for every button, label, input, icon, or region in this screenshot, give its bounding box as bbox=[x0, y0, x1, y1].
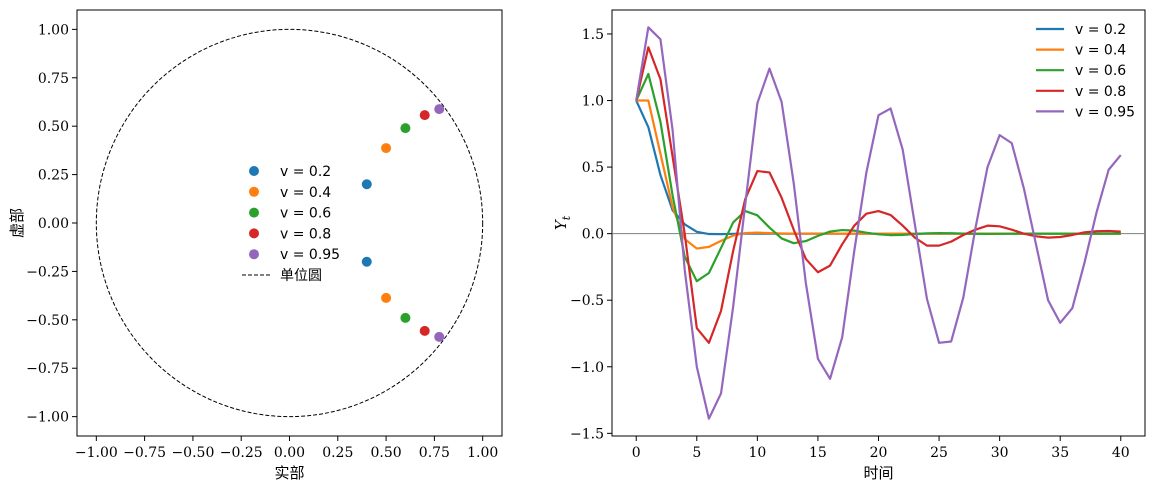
pole-point bbox=[361, 179, 372, 190]
y-tick-label: −0.50 bbox=[26, 313, 69, 329]
pole-plot-x-label: 实部 bbox=[274, 464, 304, 482]
impulse-response-legend: v = 0.2 v = 0.4 v = 0.6 v = 0.8 v = 0.95 bbox=[1036, 22, 1135, 120]
unit-circle-path bbox=[95, 28, 484, 418]
x-tick-label: 0.25 bbox=[322, 445, 353, 461]
y-tick-label: 0.0 bbox=[582, 227, 604, 243]
legend-marker bbox=[249, 228, 259, 239]
series-line bbox=[635, 72, 1121, 283]
legend-label: v = 0.8 bbox=[280, 226, 331, 242]
x-tick-label: 0.75 bbox=[419, 445, 450, 461]
y-tick-label: −1.5 bbox=[570, 426, 604, 442]
x-tick-label: 1.00 bbox=[467, 445, 498, 461]
y-label-subscript: t bbox=[560, 215, 573, 220]
x-tick-label: 10 bbox=[748, 445, 766, 461]
pole-point bbox=[434, 104, 445, 115]
pole-plot-y-label: 虚部 bbox=[8, 208, 26, 238]
x-tick-label: 25 bbox=[930, 445, 948, 461]
series-line bbox=[636, 99, 1121, 250]
pole-point bbox=[400, 312, 411, 323]
pole-plot-frame bbox=[76, 9, 503, 437]
y-tick-label: 0.75 bbox=[38, 71, 69, 87]
legend-label: v = 0.8 bbox=[1075, 84, 1126, 100]
pole-point bbox=[434, 331, 445, 342]
pole-plot-panel: −1.00 −0.75 −0.50 −0.25 0.00 0.25 0.50 0.75 1.00… bbox=[8, 9, 503, 482]
x-tick-label: −0.50 bbox=[171, 445, 214, 461]
y-tick-label: −1.00 bbox=[26, 410, 69, 426]
pole-point bbox=[381, 292, 392, 303]
legend-label: v = 0.2 bbox=[1075, 22, 1126, 38]
y-tick-label: 0.25 bbox=[38, 168, 69, 184]
pole-point bbox=[400, 123, 411, 134]
pole-plot-x-ticks: −1.00 −0.75 −0.50 −0.25 0.00 0.25 0.50 0.75 1.00 bbox=[75, 436, 498, 461]
x-tick-label: 0.50 bbox=[371, 445, 402, 461]
y-label-main: Y bbox=[552, 218, 570, 230]
legend-marker bbox=[249, 166, 259, 176]
pole-point bbox=[361, 256, 372, 267]
legend-label: v = 0.6 bbox=[1075, 63, 1126, 79]
impulse-response-frame bbox=[611, 9, 1146, 437]
series-line bbox=[635, 100, 1121, 236]
y-tick-label: 1.00 bbox=[38, 22, 69, 38]
pole-plot-legend: v = 0.2 v = 0.4 v = 0.6 v = 0.8 v = 0.95 单位圆 bbox=[242, 164, 340, 284]
series-line bbox=[635, 26, 1122, 420]
x-tick-label: 0.00 bbox=[274, 445, 305, 461]
legend-label: v = 0.6 bbox=[280, 206, 331, 222]
x-tick-label: −0.75 bbox=[123, 445, 166, 461]
legend-label: v = 0.2 bbox=[280, 164, 331, 180]
x-tick-label: 30 bbox=[991, 445, 1009, 461]
y-tick-label: −0.25 bbox=[26, 264, 69, 280]
y-tick-label: 1.5 bbox=[582, 27, 604, 43]
pole-point bbox=[419, 325, 430, 336]
pole-points bbox=[361, 104, 445, 342]
legend-label: v = 0.4 bbox=[280, 185, 331, 201]
x-tick-label: 20 bbox=[870, 445, 888, 461]
pole-plot-y-ticks: −1.00 −0.75 −0.50 −0.25 0.00 0.25 0.50 0.75 1.00 bbox=[26, 22, 77, 426]
legend-marker bbox=[249, 207, 259, 218]
x-tick-label: 40 bbox=[1112, 445, 1130, 461]
y-tick-label: 1.0 bbox=[582, 94, 604, 110]
y-tick-label: −0.5 bbox=[570, 293, 604, 309]
y-tick-label: −0.75 bbox=[26, 361, 69, 377]
legend-label: v = 0.95 bbox=[280, 247, 340, 263]
impulse-response-x-label: 时间 bbox=[863, 464, 893, 482]
impulse-response-x-ticks: 0 5 10 15 20 25 30 35 40 bbox=[632, 436, 1130, 461]
series-line bbox=[635, 46, 1121, 344]
x-tick-label: 35 bbox=[1051, 445, 1069, 461]
legend-marker bbox=[249, 186, 259, 197]
x-tick-label: 15 bbox=[809, 445, 827, 461]
legend-label: 单位圆 bbox=[280, 268, 322, 284]
y-tick-label: −1.0 bbox=[570, 360, 604, 376]
unit-circle bbox=[95, 28, 484, 418]
y-tick-label: 0.5 bbox=[582, 160, 604, 176]
legend-marker bbox=[249, 249, 259, 260]
x-tick-label: 5 bbox=[692, 445, 701, 461]
legend-label: v = 0.4 bbox=[1075, 43, 1126, 59]
x-tick-label: −1.00 bbox=[75, 445, 118, 461]
impulse-response-y-ticks: −1.5 −1.0 −0.5 0.0 0.5 1.0 1.5 bbox=[570, 27, 612, 442]
y-tick-label: 0.50 bbox=[38, 119, 69, 135]
x-tick-label: 0 bbox=[632, 445, 641, 461]
pole-point bbox=[419, 110, 430, 121]
impulse-response-panel: 0 5 10 15 20 25 30 35 40 −1.5 −1.0 −0.5 0.0 0.5 1.0 1.… bbox=[552, 9, 1146, 482]
x-tick-label: −0.25 bbox=[220, 445, 263, 461]
impulse-response-y-label: Yt bbox=[552, 215, 573, 230]
pole-point bbox=[381, 143, 392, 154]
y-tick-label: 0.00 bbox=[38, 216, 69, 232]
impulse-response-lines bbox=[635, 26, 1122, 420]
legend-label: v = 0.95 bbox=[1075, 104, 1135, 120]
